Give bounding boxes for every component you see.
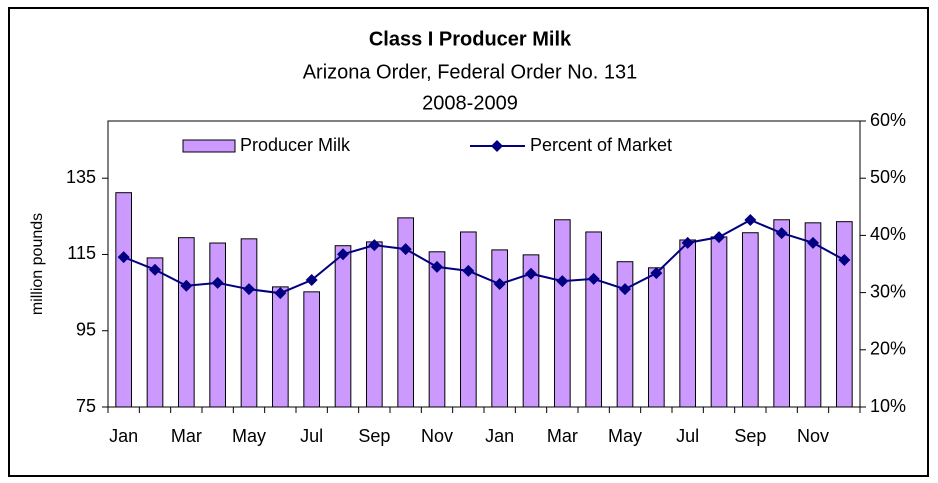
bar: [115, 192, 133, 408]
bar: [742, 232, 759, 408]
x-tick-label: Jan: [485, 426, 514, 446]
x-tick-label: Sep: [358, 426, 390, 446]
line-marker: [650, 267, 663, 280]
bar: [585, 231, 602, 408]
bar: [334, 245, 352, 408]
line-marker: [117, 251, 130, 264]
bar: [836, 221, 853, 408]
bar: [804, 222, 822, 408]
legend-swatch: [491, 140, 503, 152]
line-marker: [274, 287, 287, 300]
line-marker: [243, 283, 255, 296]
y-tick-label: 75: [76, 396, 96, 416]
chart-subtitle: Arizona Order, Federal Order No. 131: [303, 61, 638, 83]
line-marker: [587, 272, 600, 285]
bar: [303, 291, 321, 408]
bar: [491, 249, 509, 408]
x-tick-label: Jan: [109, 426, 138, 446]
line-marker: [744, 213, 757, 226]
x-tick-label: May: [608, 426, 642, 446]
bar: [710, 236, 728, 408]
y-tick-label: 115: [67, 243, 96, 263]
bar: [460, 231, 477, 408]
y2-tick-label: 30%: [870, 281, 906, 301]
bar: [397, 217, 415, 408]
line-marker: [713, 231, 725, 244]
x-tick-label: Nov: [421, 426, 453, 446]
bar: [428, 251, 446, 408]
legend-label: Percent of Market: [530, 135, 672, 155]
bar: [209, 242, 226, 408]
legend-swatch: [182, 139, 236, 153]
bar: [648, 267, 665, 408]
bar: [272, 286, 289, 408]
line-marker: [525, 267, 537, 280]
y-tick-label: 95: [76, 319, 96, 339]
x-tick-label: Mar: [171, 426, 202, 446]
line-marker: [807, 236, 819, 249]
line-marker: [681, 236, 694, 249]
x-tick-label: Nov: [797, 426, 829, 446]
x-tick-label: Mar: [547, 426, 578, 446]
y2-tick-label: 10%: [870, 396, 906, 416]
legend-label: Producer Milk: [240, 135, 351, 155]
bar: [178, 237, 195, 408]
chart-subtitle: 2008-2009: [422, 92, 518, 114]
line-marker: [838, 253, 851, 266]
line-marker: [431, 260, 443, 273]
line-marker: [556, 275, 569, 288]
bar: [366, 241, 383, 408]
chart-title: Class I Producer Milk: [369, 28, 572, 50]
y2-tick-label: 20%: [870, 339, 906, 359]
line-marker: [149, 263, 161, 276]
line-marker: [211, 276, 224, 289]
bar: [146, 257, 164, 408]
y-axis-label: million pounds: [29, 213, 46, 315]
y-tick-label: 135: [66, 167, 96, 187]
line-marker: [775, 227, 788, 240]
y2-tick-label: 40%: [870, 224, 906, 244]
line-marker: [180, 279, 193, 292]
y2-tick-label: 60%: [870, 110, 906, 130]
bar: [616, 261, 634, 408]
line-marker: [619, 283, 631, 296]
x-tick-label: Jul: [676, 426, 699, 446]
line-marker: [399, 243, 412, 256]
line-marker: [305, 274, 318, 287]
line-marker: [493, 278, 506, 291]
line-marker: [368, 239, 381, 252]
bar: [773, 219, 790, 408]
bar: [554, 219, 571, 408]
bar: [522, 254, 540, 408]
y2-tick-label: 50%: [870, 167, 906, 187]
line-marker: [462, 264, 475, 277]
line-marker: [337, 248, 349, 261]
bar: [240, 238, 258, 408]
bar: [679, 239, 696, 408]
x-tick-label: Jul: [300, 426, 323, 446]
x-tick-label: May: [232, 426, 266, 446]
x-tick-label: Sep: [734, 426, 766, 446]
line: [123, 218, 845, 295]
